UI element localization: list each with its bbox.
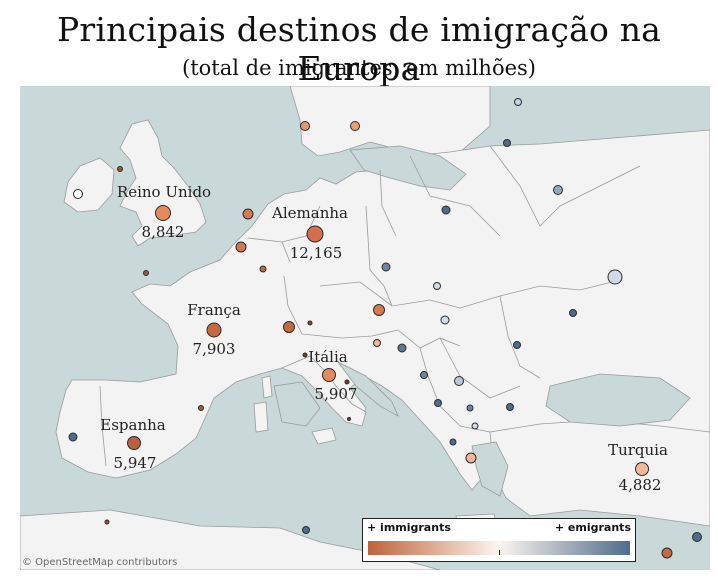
circle-bulgaria[interactable] <box>506 403 514 411</box>
circle-latvia[interactable] <box>553 185 563 195</box>
circle-cyprus[interactable] <box>692 532 702 542</box>
label-espanha: Espanha <box>100 416 166 434</box>
circle-man[interactable] <box>117 166 123 172</box>
circle-bosnia[interactable] <box>420 371 428 379</box>
circle-montenegro[interactable] <box>434 399 442 407</box>
label-reino-unido: Reino Unido <box>116 183 212 201</box>
circle-romania[interactable] <box>513 341 521 349</box>
land-italy <box>280 355 367 427</box>
sea-black <box>545 373 691 427</box>
land-scandinavia <box>289 86 491 163</box>
map-attribution[interactable]: © OpenStreetMap contributors <box>22 557 178 568</box>
circle-monaco[interactable] <box>302 352 308 358</box>
circle-poland[interactable] <box>441 205 451 215</box>
circle-ukraine[interactable] <box>607 269 623 285</box>
value-franca: 7,903 <box>192 340 236 358</box>
circle-vatican[interactable] <box>347 417 351 421</box>
circle-moldova[interactable] <box>569 309 577 317</box>
land-sardinia <box>253 401 269 433</box>
circle-liechtenstein[interactable] <box>307 320 313 326</box>
circle-serbia[interactable] <box>454 376 464 386</box>
circle-belgium[interactable] <box>235 241 247 253</box>
legend-left-label: + immigrants <box>367 521 451 534</box>
circle-hungary[interactable] <box>440 315 450 325</box>
circle-layer <box>68 98 702 559</box>
circle-san-marino[interactable] <box>344 379 350 385</box>
label-alemanha: Alemanha <box>272 204 348 222</box>
circle-gibraltar[interactable] <box>104 519 110 525</box>
circle-czech[interactable] <box>381 262 391 272</box>
circle-slovakia[interactable] <box>433 282 441 290</box>
circle-andorra[interactable] <box>198 405 204 411</box>
value-alemanha: 12,165 <box>289 244 343 262</box>
label-turquia: Turquia <box>608 441 668 459</box>
circle-slovenia[interactable] <box>373 339 381 347</box>
circle-italia[interactable] <box>322 368 336 382</box>
land-sicily <box>311 427 337 445</box>
legend-gradient-bar <box>368 541 630 555</box>
circle-finland[interactable] <box>514 98 522 106</box>
color-legend: + immigrants + emigrants <box>362 518 636 562</box>
circle-franca[interactable] <box>206 322 222 338</box>
land-north-africa <box>20 509 441 570</box>
value-reino-unido: 8,842 <box>141 223 185 241</box>
map-subtitle: (total de imigrantes, em milhões) <box>182 56 536 80</box>
land-corsica <box>261 375 273 399</box>
circle-estonia[interactable] <box>503 139 511 147</box>
label-franca: França <box>187 301 241 319</box>
circle-kosovo[interactable] <box>466 404 474 412</box>
circle-portugal[interactable] <box>68 432 78 442</box>
circle-jersey[interactable] <box>143 270 149 276</box>
circle-cyprus-north[interactable] <box>661 547 673 559</box>
label-italia: Itália <box>308 348 348 366</box>
circle-albania[interactable] <box>449 438 457 446</box>
legend-midpoint-tick <box>499 550 500 555</box>
land-great-britain <box>119 119 207 247</box>
sea-adriatic <box>337 361 399 417</box>
circle-croatia[interactable] <box>397 343 407 353</box>
circle-greece[interactable] <box>465 452 477 464</box>
circle-malta[interactable] <box>302 526 310 534</box>
circle-denmark[interactable] <box>300 121 310 131</box>
circle-turquia[interactable] <box>635 462 649 476</box>
map-title: Principais destinos de imigração na Euro… <box>56 10 662 88</box>
value-italia: 5,907 <box>314 385 358 403</box>
sea-aegean <box>471 441 509 497</box>
sea-tyrrhenian <box>273 381 321 427</box>
circle-austria[interactable] <box>373 304 385 316</box>
circle-sweden[interactable] <box>350 121 360 131</box>
circle-espanha[interactable] <box>127 436 141 450</box>
circle-switzerland[interactable] <box>283 321 295 333</box>
circle-reino-unido[interactable] <box>155 205 171 221</box>
value-espanha: 5,947 <box>113 454 157 472</box>
sea-baltic <box>349 145 467 191</box>
circle-luxembourg[interactable] <box>259 265 267 273</box>
legend-right-label: + emigrants <box>554 521 631 534</box>
circle-macedonia[interactable] <box>471 422 479 430</box>
circle-alemanha[interactable] <box>306 225 324 243</box>
circle-ireland[interactable] <box>73 189 83 199</box>
circle-netherlands[interactable] <box>242 208 254 220</box>
europe-map[interactable]: Reino Unido 8,842 Alemanha 12,165 França… <box>20 86 710 570</box>
value-turquia: 4,882 <box>618 476 662 494</box>
